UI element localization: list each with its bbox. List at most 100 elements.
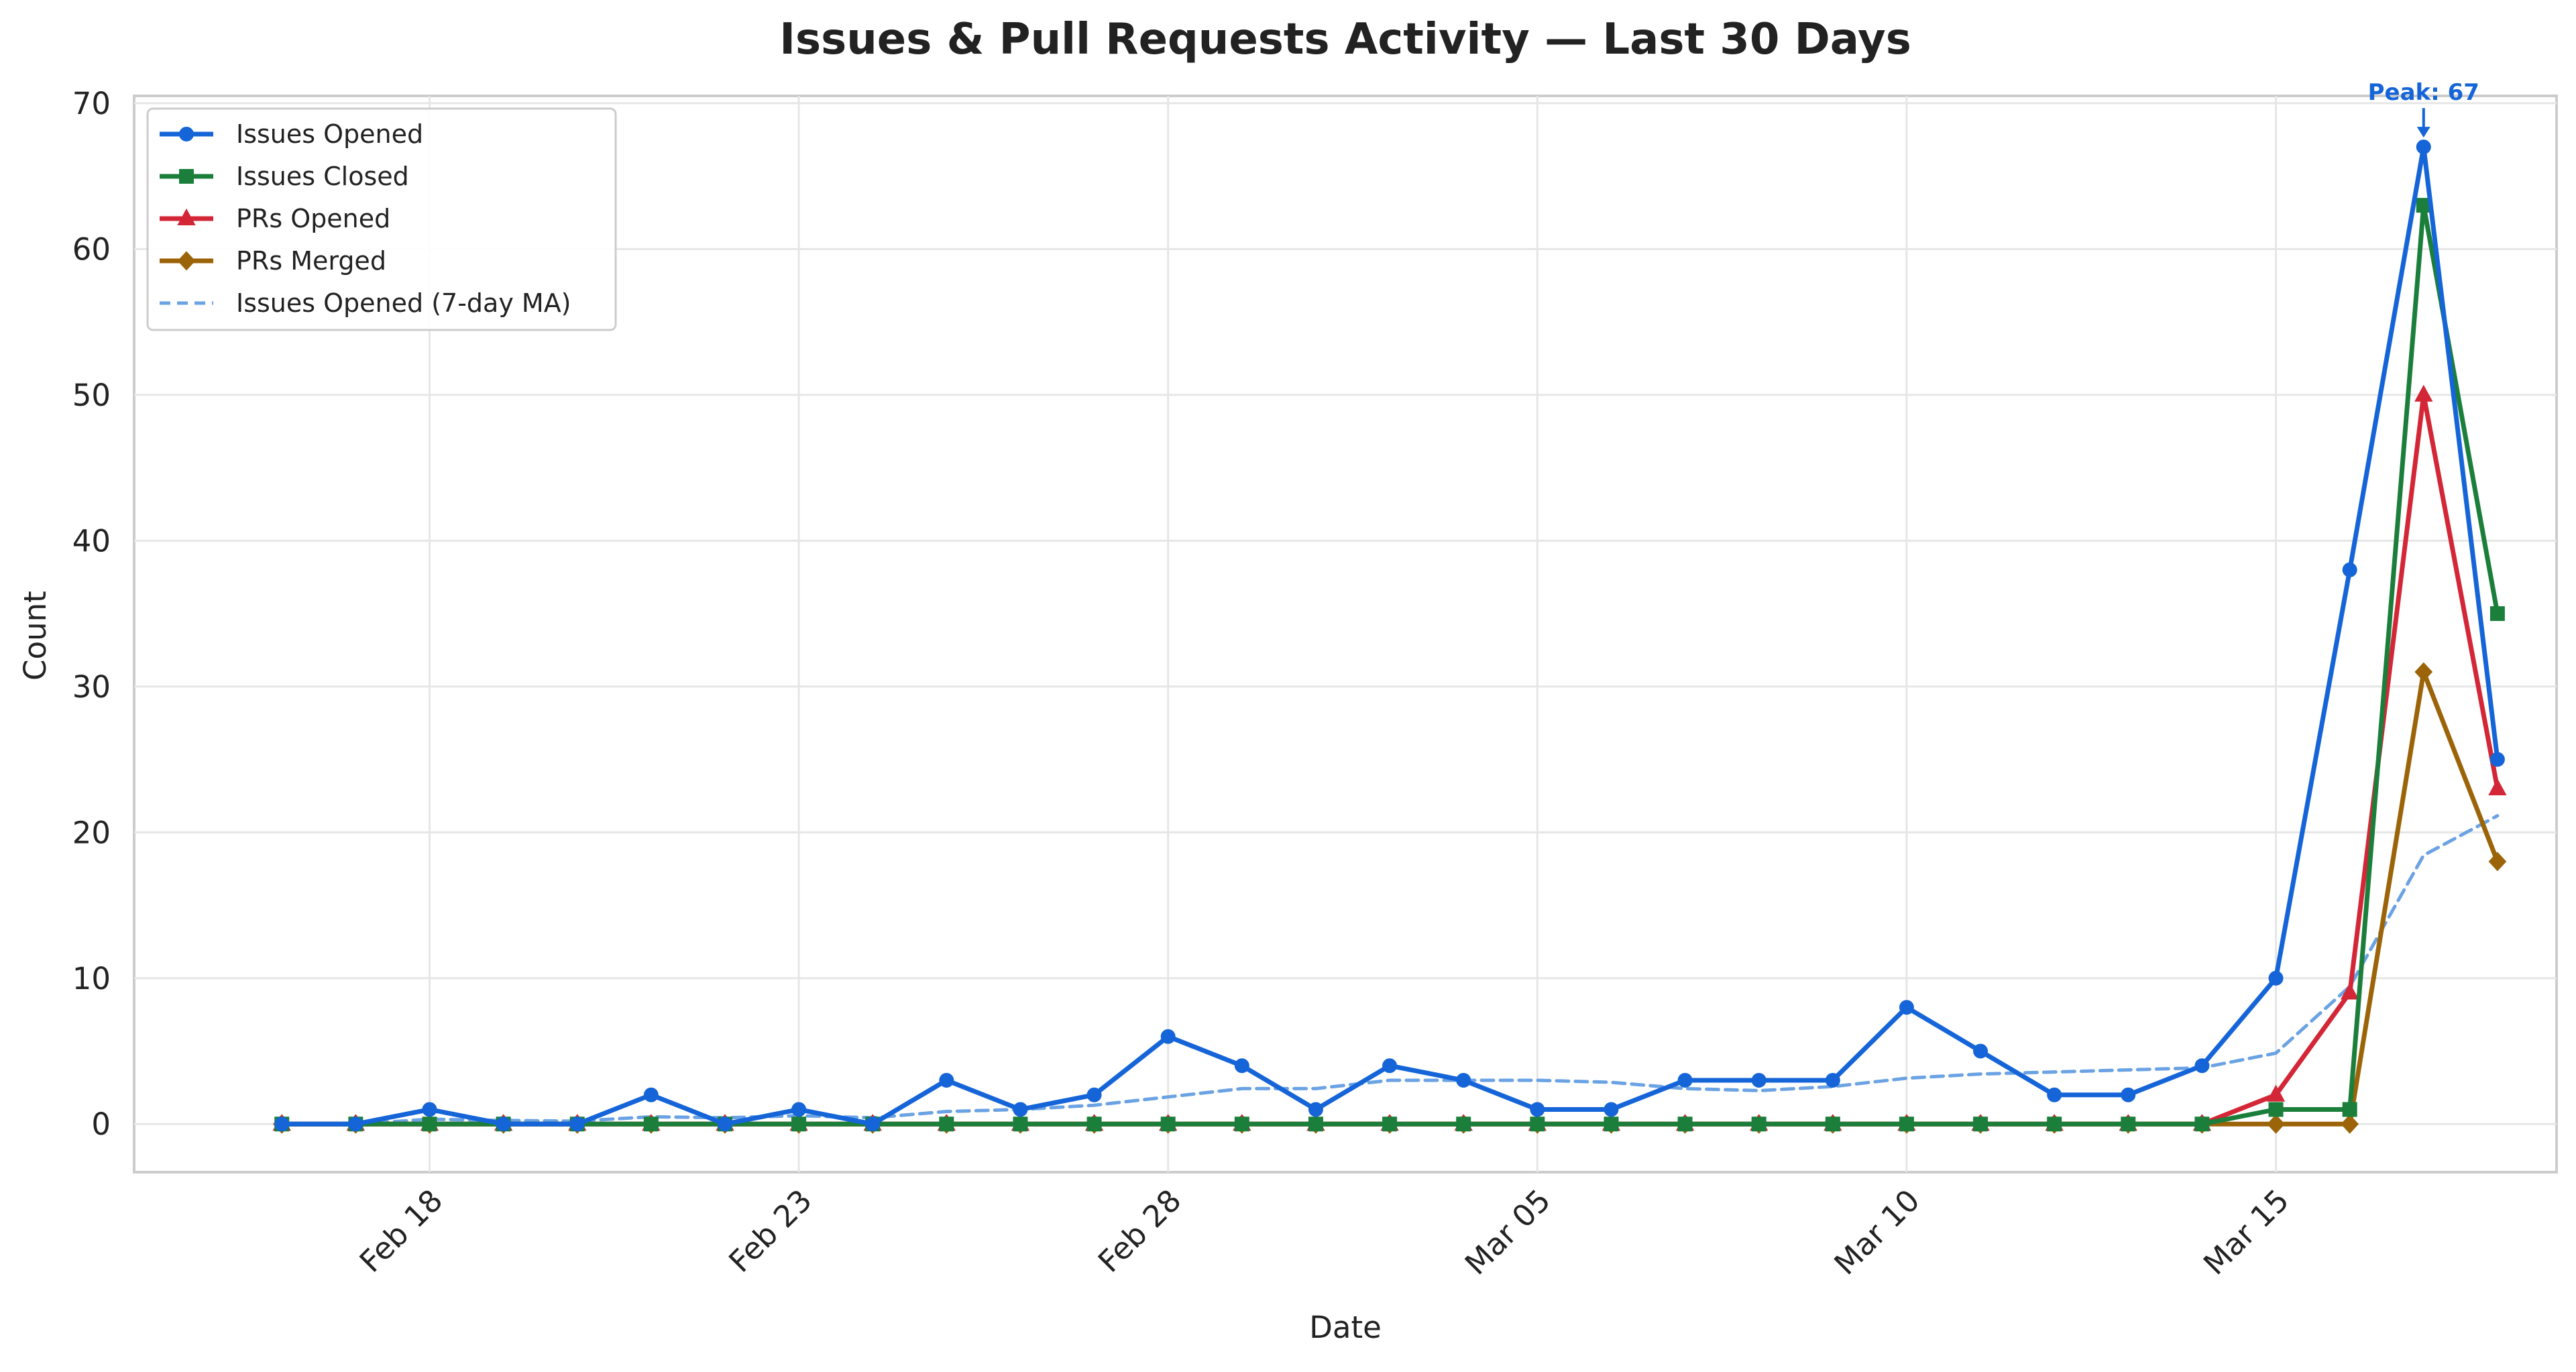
data-point xyxy=(1604,1102,1619,1117)
legend-item-issues-closed: Issues Closed xyxy=(160,162,409,191)
data-point xyxy=(1160,1117,1176,1132)
data-point xyxy=(1751,1072,1767,1088)
x-tick-label: Feb 23 xyxy=(722,1182,818,1279)
data-point xyxy=(2489,606,2505,622)
data-point xyxy=(1456,1117,1471,1132)
data-point xyxy=(1308,1117,1323,1132)
data-point xyxy=(348,1117,363,1132)
data-point xyxy=(1825,1117,1840,1132)
data-point xyxy=(791,1102,807,1117)
data-point xyxy=(865,1117,881,1132)
data-point xyxy=(2268,1102,2284,1117)
legend-marker xyxy=(177,251,196,271)
annotation-arrowhead xyxy=(2416,127,2430,138)
legend-item-prs-opened: PRs Opened xyxy=(160,204,390,233)
data-point xyxy=(1677,1072,1693,1088)
legend-label: Issues Opened xyxy=(236,119,423,149)
data-point xyxy=(274,1117,290,1132)
data-point xyxy=(1973,1043,1989,1059)
data-point xyxy=(791,1117,807,1132)
data-point xyxy=(2047,1117,2062,1132)
data-point xyxy=(496,1117,511,1132)
data-point xyxy=(1013,1102,1028,1117)
data-point xyxy=(1234,1117,1249,1132)
y-tick-label: 70 xyxy=(72,86,111,121)
data-point xyxy=(2267,1114,2285,1134)
data-point xyxy=(1530,1102,1545,1117)
data-point xyxy=(2340,982,2359,1000)
data-point xyxy=(2121,1117,2136,1132)
data-point xyxy=(2047,1087,2062,1102)
data-point xyxy=(939,1117,954,1132)
data-point xyxy=(717,1117,732,1132)
data-point xyxy=(2342,562,2357,577)
data-point xyxy=(1973,1117,1989,1132)
x-tick-labels: Feb 18 Feb 23 Feb 28 Mar 05 Mar 10 Mar 15 xyxy=(353,1182,2296,1281)
legend-marker xyxy=(179,127,194,141)
x-tick-label: Feb 18 xyxy=(353,1182,449,1279)
x-tick-label: Feb 28 xyxy=(1091,1182,1188,1279)
legend-item-prs-merged: PRs Merged xyxy=(160,246,386,276)
x-axis-label: Date xyxy=(1309,1310,1382,1345)
data-point xyxy=(2414,662,2433,682)
y-tick-label: 10 xyxy=(72,961,111,996)
data-point xyxy=(2414,384,2433,402)
data-point xyxy=(1899,1000,1914,1015)
legend-box xyxy=(146,107,617,331)
data-point xyxy=(2342,1102,2357,1117)
legend-marker xyxy=(179,169,194,184)
x-tick-label: Mar 15 xyxy=(2196,1182,2296,1281)
data-point xyxy=(2489,752,2505,767)
data-point xyxy=(422,1117,437,1132)
legend-label: Issues Opened (7-day MA) xyxy=(236,288,571,318)
data-point xyxy=(2194,1058,2210,1074)
peak-annotation: Peak: 67 xyxy=(2368,79,2479,138)
y-tick-label: 0 xyxy=(91,1106,111,1142)
legend-label: PRs Merged xyxy=(236,246,386,276)
y-tick-label: 30 xyxy=(72,669,111,705)
data-point xyxy=(1751,1117,1767,1132)
y-tick-labels: 0 10 20 30 40 50 60 70 xyxy=(72,86,111,1142)
data-point xyxy=(569,1117,585,1132)
y-tick-label: 60 xyxy=(72,231,111,267)
data-point xyxy=(939,1072,954,1088)
data-point xyxy=(2268,970,2284,986)
x-tick-label: Mar 10 xyxy=(1828,1182,1927,1281)
data-point xyxy=(1382,1058,1398,1074)
legend-item-issues-opened-7-day-ma: Issues Opened (7-day MA) xyxy=(160,288,571,318)
chart-title: Issues & Pull Requests Activity — Last 3… xyxy=(779,15,1911,64)
legend-item-issues-opened: Issues Opened xyxy=(160,119,423,149)
data-point xyxy=(2488,778,2507,796)
data-point xyxy=(1530,1117,1545,1132)
data-point xyxy=(643,1087,659,1102)
data-point xyxy=(1382,1117,1398,1132)
legend-marker xyxy=(177,208,196,225)
data-point xyxy=(422,1102,437,1117)
y-tick-label: 40 xyxy=(72,523,111,559)
series-layer xyxy=(272,139,2507,1134)
y-tick-label: 50 xyxy=(72,378,111,413)
data-point xyxy=(1899,1117,1914,1132)
data-point xyxy=(1160,1029,1176,1044)
data-point xyxy=(1456,1072,1471,1088)
annotation-label: Peak: 67 xyxy=(2368,79,2479,106)
legend: Issues Opened Issues Closed PRs Opened PRs … xyxy=(146,107,617,331)
data-point xyxy=(2341,1114,2359,1134)
data-point xyxy=(1825,1072,1840,1088)
data-point xyxy=(1086,1087,1102,1102)
data-point xyxy=(1308,1102,1323,1117)
data-point xyxy=(2194,1117,2210,1132)
data-point xyxy=(2488,852,2507,872)
y-tick-label: 20 xyxy=(72,815,111,850)
legend-label: PRs Opened xyxy=(236,204,390,233)
data-point xyxy=(1604,1117,1619,1132)
x-tick-label: Mar 05 xyxy=(1458,1182,1557,1281)
data-point xyxy=(643,1117,659,1132)
data-point xyxy=(1677,1117,1693,1132)
y-axis-label: Count xyxy=(17,591,53,681)
data-point xyxy=(2416,139,2431,155)
legend-label: Issues Closed xyxy=(236,162,409,191)
data-point xyxy=(2266,1084,2286,1102)
data-point xyxy=(1086,1117,1102,1132)
